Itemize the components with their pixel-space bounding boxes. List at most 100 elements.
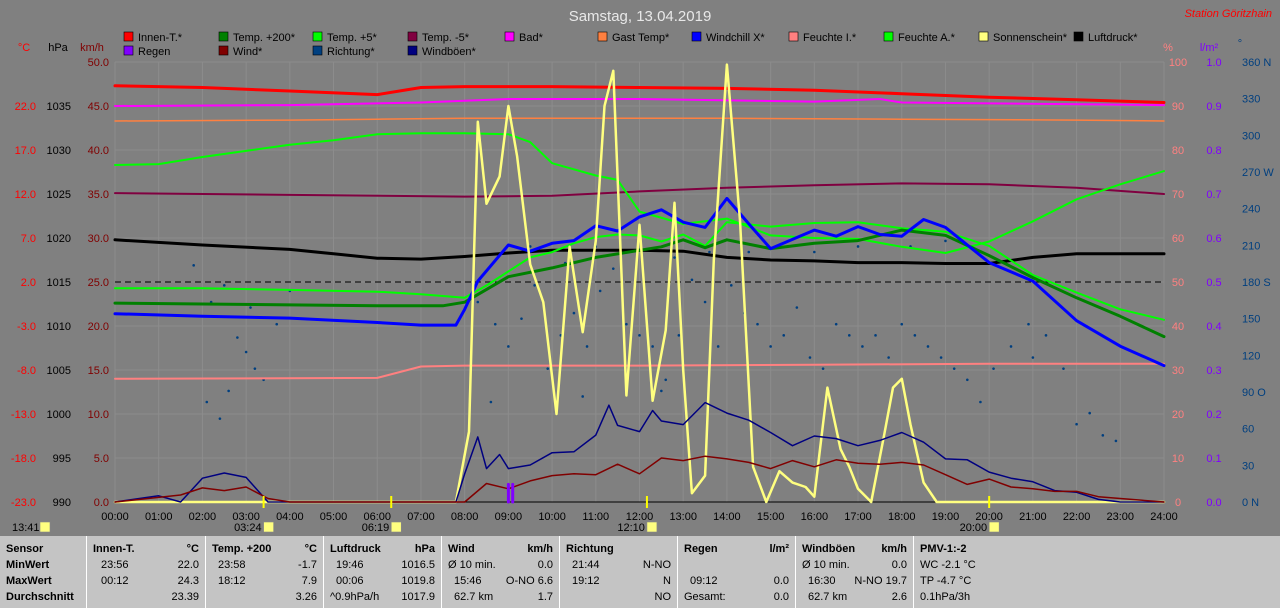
richtung-point xyxy=(979,400,982,404)
richtung-point xyxy=(1031,356,1035,359)
kmh-tick-label: 25.0 xyxy=(88,277,109,289)
deg-tick-label: 240 xyxy=(1242,204,1260,216)
series-feuchte-i xyxy=(114,362,1165,380)
deg-tick-label: 330 xyxy=(1242,94,1260,106)
stats-boen-r3a: 62.7 km xyxy=(808,591,848,603)
stats-temp200-title: Temp. +200 xyxy=(212,543,272,555)
richtung-point xyxy=(236,336,239,339)
legend-label: Innen-T.* xyxy=(138,32,183,44)
richtung-point xyxy=(856,245,860,248)
richtung-point xyxy=(222,284,226,287)
richtung-point xyxy=(769,345,772,348)
stats-richtung-r1a: 21:44 xyxy=(572,559,600,571)
stats-avg-label: Durchschnitt xyxy=(6,591,74,603)
richtung-point xyxy=(952,367,956,370)
stats-wind-r3a: 62.7 km xyxy=(454,591,494,603)
x-tick-label: 19:00 xyxy=(932,511,960,523)
richtung-point xyxy=(782,334,786,337)
stats-wind-col: Wind km/h Ø 10 min. 0.0 15:46 O-NO 6.6 62.7… xyxy=(442,536,560,608)
richtung-point xyxy=(708,250,711,254)
lm2-tick-label: 0.0 xyxy=(1206,497,1221,509)
stats-regen-r3a: Gesamt: xyxy=(684,591,726,603)
series-innen-t xyxy=(113,84,1166,104)
richtung-point xyxy=(244,350,248,354)
pct-tick-label: 40 xyxy=(1172,321,1184,333)
legend-label: Feuchte I.* xyxy=(803,32,857,44)
stats-wind-r2b: O-NO 6.6 xyxy=(505,575,553,587)
richtung-point xyxy=(673,256,676,259)
stats-pmv-r2: TP -4.7 °C xyxy=(920,575,972,587)
sun-marker-icon xyxy=(646,521,658,533)
stats-regen-r3b: 0.0 xyxy=(773,591,789,603)
richtung-point xyxy=(638,334,641,337)
stats-sensor-title: Sensor xyxy=(6,543,44,555)
deg-tick-label: 90 O xyxy=(1242,387,1266,399)
stats-innen-unit: °C xyxy=(186,543,199,555)
stats-pmv-col: PMV-1:-2 WC -2.1 °C TP -4.7 °C 0.1hPa/3h xyxy=(914,536,1014,608)
series-sonnenschein xyxy=(113,63,1166,504)
stats-richtung-r2a: 19:12 xyxy=(572,575,600,587)
richtung-point xyxy=(1027,322,1030,326)
stats-innen-max-val: 24.3 xyxy=(177,575,199,587)
stats-wind-r3b: 1.7 xyxy=(537,591,553,603)
series-temp-200 xyxy=(113,228,1166,339)
richtung-point xyxy=(520,317,523,320)
sun-markers: 13:41 03:24 06:19 12:10 20:00 xyxy=(12,496,1000,534)
legend-label: Bad* xyxy=(519,32,544,44)
stats-wind-r1b: 0.0 xyxy=(537,559,553,571)
kmh-tick-label: 35.0 xyxy=(88,189,109,201)
stats-richtung-r2b: N xyxy=(663,575,671,587)
hpa-tick-label: 1030 xyxy=(47,145,71,157)
temp-tick-label: -23.0 xyxy=(11,497,36,509)
richtung-points xyxy=(192,239,1118,443)
series-wind xyxy=(114,455,1165,503)
pct-tick-label: 20 xyxy=(1172,409,1184,421)
stats-temp200-min-time: 23:58 xyxy=(218,559,246,571)
stats-regen-r2b: 0.0 xyxy=(773,575,789,587)
x-tick-label: 16:00 xyxy=(801,511,829,523)
richtung-point xyxy=(660,389,663,393)
lm2-tick-label: 0.7 xyxy=(1206,189,1221,201)
deg-tick-label: 30 xyxy=(1242,460,1254,472)
stats-boen-title: Windböen xyxy=(802,543,856,555)
richtung-point xyxy=(598,289,602,293)
deg-tick-label: 150 xyxy=(1242,314,1260,326)
richtung-point xyxy=(690,278,694,282)
hpa-tick-label: 995 xyxy=(53,453,71,465)
hpa-tick-label: 1005 xyxy=(47,365,71,377)
richtung-point xyxy=(625,322,628,326)
hpa-tick-label: 1000 xyxy=(47,409,71,421)
richtung-point xyxy=(913,334,917,337)
stats-min-label: MinWert xyxy=(6,559,50,571)
temp-tick-label: -3.0 xyxy=(17,321,36,333)
kmh-tick-label: 10.0 xyxy=(88,409,109,421)
legend-swatch xyxy=(883,31,894,42)
lm2-tick-label: 0.9 xyxy=(1206,101,1221,113)
legend: Innen-T.* Temp. +200* Temp. +5* Temp. -5* Ba… xyxy=(123,31,1138,58)
legend-swatch xyxy=(407,31,418,42)
richtung-point xyxy=(729,284,733,287)
richtung-point xyxy=(546,367,550,370)
deg-tick-label: 0 N xyxy=(1242,497,1259,509)
hpa-tick-label: 990 xyxy=(53,497,71,509)
stats-sensor-col: Sensor MinWert MaxWert Durchschnitt xyxy=(0,536,87,608)
richtung-point xyxy=(493,322,497,326)
legend-label: Feuchte A.* xyxy=(898,32,956,44)
richtung-point xyxy=(581,395,584,398)
pct-tick-label: 30 xyxy=(1172,365,1184,377)
lm2-tick-label: 0.8 xyxy=(1206,145,1221,157)
richtung-point xyxy=(227,389,230,393)
stats-richtung-title: Richtung xyxy=(566,543,614,555)
sun-marker-icon xyxy=(988,521,1000,533)
sun-marker-icon xyxy=(39,521,51,533)
richtung-point xyxy=(821,367,825,370)
legend-label: Sonnenschein* xyxy=(993,32,1068,44)
x-tick-label: 23:00 xyxy=(1107,511,1135,523)
series-gast-temp xyxy=(114,117,1165,122)
kmh-tick-label: 40.0 xyxy=(88,145,109,157)
richtung-point xyxy=(874,334,877,337)
pct-tick-label: 0 xyxy=(1175,497,1181,509)
legend-swatch xyxy=(312,31,323,42)
richtung-point xyxy=(507,345,510,348)
richtung-point xyxy=(533,284,536,287)
